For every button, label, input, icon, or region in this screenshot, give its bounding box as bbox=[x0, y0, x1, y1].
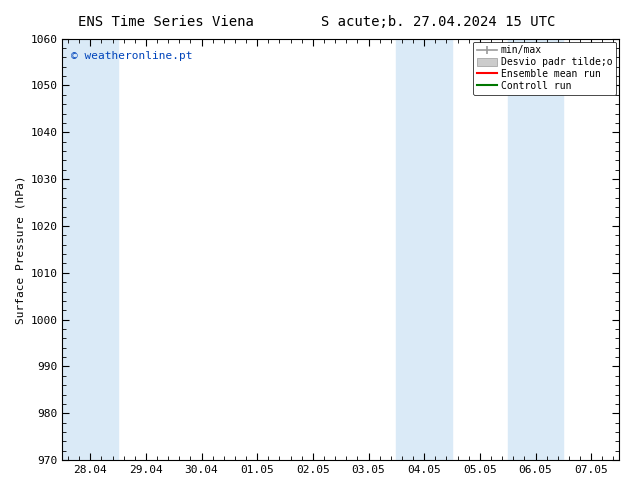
Bar bbox=[424, 39, 452, 460]
Bar bbox=[396, 39, 424, 460]
Y-axis label: Surface Pressure (hPa): Surface Pressure (hPa) bbox=[15, 175, 25, 323]
Bar bbox=[508, 39, 536, 460]
Bar bbox=[536, 39, 564, 460]
Text: © weatheronline.pt: © weatheronline.pt bbox=[71, 51, 192, 61]
Bar bbox=[62, 39, 90, 460]
Bar bbox=[90, 39, 118, 460]
Legend: min/max, Desvio padr tilde;o, Ensemble mean run, Controll run: min/max, Desvio padr tilde;o, Ensemble m… bbox=[474, 42, 616, 95]
Text: ENS Time Series Viena        S acute;b. 27.04.2024 15 UTC: ENS Time Series Viena S acute;b. 27.04.2… bbox=[79, 15, 555, 29]
